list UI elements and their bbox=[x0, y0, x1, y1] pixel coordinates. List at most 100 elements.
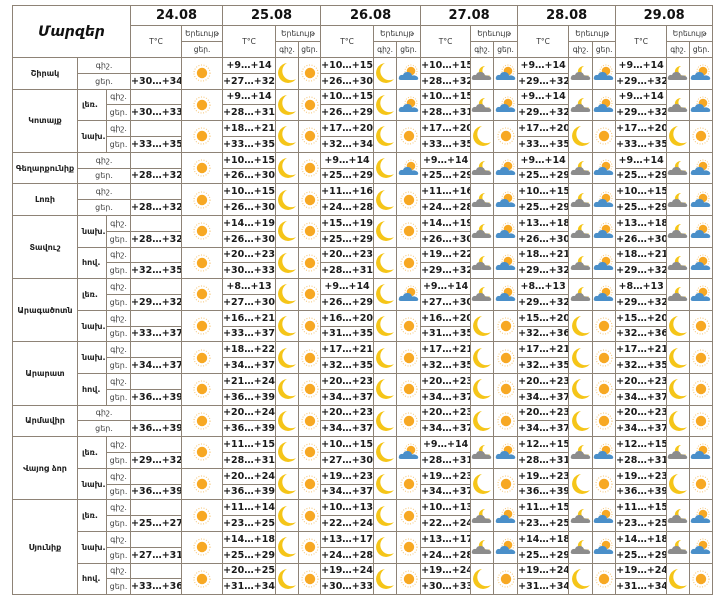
weather-day bbox=[592, 57, 617, 90]
zone-label: լեռ. bbox=[77, 278, 107, 311]
night-temp: +10…+15 bbox=[420, 57, 472, 74]
weather-day bbox=[592, 436, 617, 469]
night-temp: +10…+15 bbox=[517, 183, 570, 201]
sun-icon bbox=[183, 506, 222, 526]
weather-day bbox=[493, 562, 519, 596]
moon-icon bbox=[277, 504, 298, 528]
moon-icon bbox=[472, 567, 493, 591]
night-temp: +18…+21 bbox=[615, 246, 668, 264]
day-temp: +25…+29 bbox=[615, 167, 668, 185]
weather-night bbox=[373, 372, 398, 406]
weather-night bbox=[373, 530, 398, 564]
cloud-moon-icon bbox=[570, 254, 592, 272]
cloud-sun-icon bbox=[398, 285, 420, 303]
night-temp-empty bbox=[130, 404, 183, 422]
cloud-sun-icon bbox=[690, 538, 712, 556]
moon-icon bbox=[277, 409, 298, 433]
cloud-moon-icon bbox=[667, 191, 689, 209]
day-temp: +23…+25 bbox=[517, 515, 570, 532]
night-temp-empty bbox=[130, 57, 183, 74]
sun-icon bbox=[594, 126, 615, 146]
day-header: ցեր. bbox=[592, 41, 617, 58]
night-temp: +9…+14 bbox=[517, 88, 570, 106]
weather-night bbox=[275, 436, 300, 469]
day-temp: +26…+30 bbox=[222, 167, 277, 185]
weather-night bbox=[275, 57, 300, 90]
day-temp: +30…+33 bbox=[130, 104, 183, 122]
weather-night bbox=[470, 404, 495, 438]
night-header: գիշ. bbox=[666, 41, 691, 58]
weather-night bbox=[275, 214, 300, 248]
weather-day bbox=[592, 151, 617, 185]
day-temp: +36…+39 bbox=[130, 420, 183, 438]
moon-icon bbox=[375, 61, 396, 85]
moon-icon bbox=[375, 346, 396, 370]
sun-icon bbox=[495, 569, 517, 589]
weather-day bbox=[689, 120, 714, 153]
weather-day bbox=[493, 436, 519, 469]
moon-icon bbox=[375, 282, 396, 306]
moon-icon bbox=[277, 314, 298, 338]
sun-icon bbox=[300, 537, 320, 557]
day-temp: +34…+37 bbox=[320, 420, 375, 438]
temp-header: T°C bbox=[615, 25, 668, 58]
night-temp: +20…+23 bbox=[615, 404, 668, 422]
weather-day bbox=[181, 372, 224, 406]
night-label: գիշ. bbox=[105, 88, 132, 106]
cloud-moon-icon bbox=[570, 64, 592, 82]
day-label: ցեր. bbox=[76, 167, 132, 185]
sun-icon bbox=[183, 190, 222, 210]
weather-night bbox=[275, 562, 300, 596]
phenomenon-header: Երեւույթ bbox=[275, 25, 322, 42]
region-name: Արարատ bbox=[12, 341, 78, 406]
sun-icon bbox=[594, 379, 615, 399]
phenomenon-header: Երեւույթ bbox=[373, 25, 422, 42]
region-name: Գեղարքունիք bbox=[12, 151, 78, 185]
night-temp-empty bbox=[130, 499, 183, 517]
moon-icon bbox=[277, 188, 298, 212]
moon-icon bbox=[375, 219, 396, 243]
day-temp: +26…+29 bbox=[320, 104, 375, 122]
sun-icon bbox=[691, 316, 712, 336]
weather-night bbox=[470, 151, 495, 185]
weather-night bbox=[275, 372, 300, 406]
weather-day bbox=[396, 530, 422, 564]
cloud-sun-icon bbox=[495, 222, 517, 240]
night-temp: +11…+15 bbox=[222, 436, 277, 453]
table-row: Արարատ նախ. գիշ. +18…+22 +17…+21 +17…+21 +17…+… bbox=[12, 341, 714, 406]
cloud-sun-icon bbox=[690, 285, 712, 303]
weather-day bbox=[396, 183, 422, 216]
night-temp: +9…+14 bbox=[320, 278, 375, 295]
weather-night bbox=[275, 278, 300, 311]
weather-day bbox=[181, 88, 224, 122]
weather-day bbox=[181, 341, 224, 374]
night-temp: +19…+23 bbox=[517, 467, 570, 485]
weather-night bbox=[666, 562, 691, 596]
night-temp: +20…+23 bbox=[517, 372, 570, 390]
moon-icon bbox=[277, 567, 298, 591]
night-label: գիշ. bbox=[105, 562, 132, 580]
night-temp-empty bbox=[130, 309, 183, 327]
weather-day bbox=[396, 499, 422, 532]
weather-day bbox=[592, 404, 617, 438]
weather-day bbox=[689, 278, 714, 311]
night-temp: +13…+18 bbox=[615, 214, 668, 232]
sun-icon bbox=[495, 379, 517, 399]
night-temp: +10…+15 bbox=[615, 183, 668, 201]
day-temp: +36…+39 bbox=[517, 483, 570, 501]
temp-header: T°C bbox=[130, 25, 183, 58]
weather-night bbox=[275, 246, 300, 280]
sun-icon bbox=[300, 379, 320, 399]
weather-night bbox=[470, 309, 495, 343]
night-temp: +10…+15 bbox=[222, 151, 277, 169]
day-temp: +33…+35 bbox=[615, 135, 668, 153]
weather-day bbox=[298, 499, 322, 532]
temp-header: T°C bbox=[320, 25, 375, 58]
weather-day bbox=[689, 467, 714, 501]
sun-icon bbox=[300, 474, 320, 494]
night-temp: +10…+15 bbox=[222, 183, 277, 201]
moon-icon bbox=[277, 377, 298, 401]
moon-icon bbox=[277, 219, 298, 243]
cloud-sun-icon bbox=[495, 191, 517, 209]
cloud-moon-icon bbox=[667, 64, 689, 82]
